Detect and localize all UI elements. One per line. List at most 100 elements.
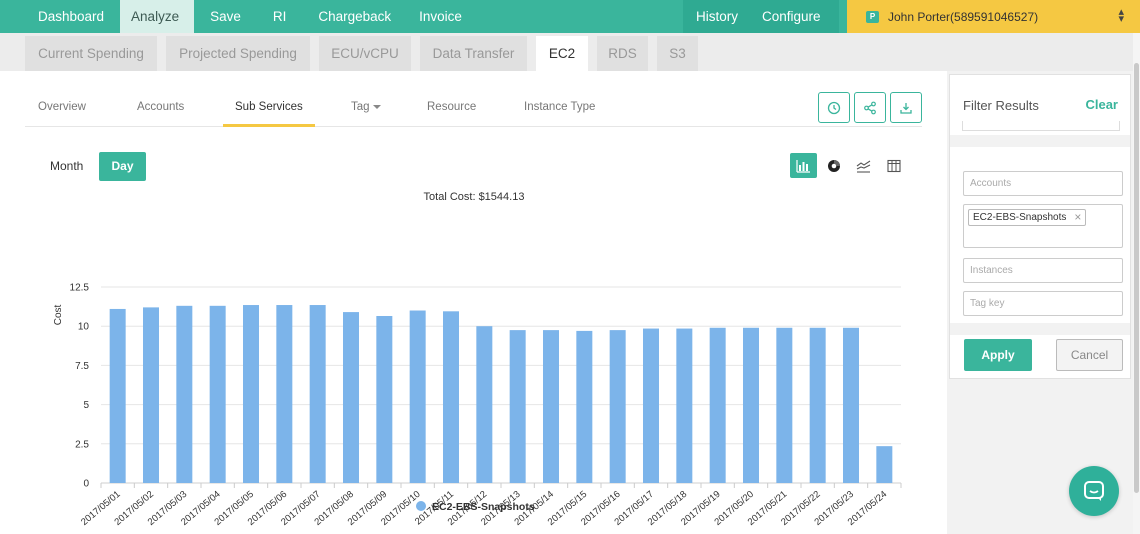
filter-panel: Filter Results Clear Accounts EC2-EBS-Sn… (947, 71, 1133, 534)
tab-ec2[interactable]: EC2 (536, 36, 588, 71)
bar-chart-button[interactable] (790, 153, 817, 178)
bar[interactable] (443, 311, 459, 483)
remove-chip-icon[interactable]: × (1074, 210, 1082, 224)
bar[interactable] (143, 307, 159, 483)
bar[interactable] (643, 328, 659, 483)
bar[interactable] (409, 310, 426, 483)
y-axis-ticks: 0 2.5 5 7.5 10 12.5 (70, 283, 90, 490)
bar[interactable] (109, 308, 126, 483)
chart-legend[interactable]: EC2-EBS-Snapshots (416, 501, 535, 513)
nav-save[interactable]: Save (210, 9, 241, 24)
chart-title: Total Cost: $1544.13 (424, 191, 525, 203)
table-icon (886, 159, 901, 172)
tag-key-input[interactable]: Tag key (963, 291, 1123, 316)
day-toggle[interactable]: Day (99, 152, 146, 181)
bar[interactable] (609, 330, 626, 483)
download-button[interactable] (890, 92, 922, 123)
line-chart-button[interactable] (850, 153, 877, 178)
bar[interactable] (476, 326, 493, 483)
chart-gridlines (101, 286, 901, 484)
y-tick-label: 10 (78, 322, 90, 333)
user-name: John Porter(589591046527) (888, 9, 1039, 24)
primary-nav: Dashboard Analyze Save RI Chargeback Inv… (0, 0, 476, 33)
history-icon (827, 101, 841, 114)
bar[interactable] (509, 330, 526, 483)
chart-bars (109, 305, 893, 483)
tab-accounts[interactable]: Accounts (137, 101, 185, 113)
bar[interactable] (843, 327, 859, 483)
bar[interactable] (743, 327, 759, 483)
bar[interactable] (176, 305, 193, 483)
nav-chargeback[interactable]: Chargeback (318, 9, 392, 24)
subservices-multiselect[interactable]: EC2-EBS-Snapshots × (963, 204, 1123, 248)
accounts-input[interactable]: Accounts (963, 171, 1123, 196)
tab-instance-type[interactable]: Instance Type (524, 101, 596, 113)
tab-tag[interactable]: Tag (351, 101, 381, 113)
scrollbar-thumb[interactable] (1134, 63, 1139, 493)
top-nav: Dashboard Analyze Save RI Chargeback Inv… (0, 0, 1140, 33)
page-scrollbar[interactable] (1133, 33, 1140, 534)
filter-card: Filter Results Clear Accounts EC2-EBS-Sn… (949, 74, 1131, 379)
caret-down-icon (372, 104, 381, 109)
y-tick-label: 12.5 (70, 283, 90, 294)
y-tick-label: 5 (83, 400, 89, 411)
nav-ri[interactable]: RI (272, 9, 287, 24)
pie-chart-button[interactable] (820, 153, 847, 178)
history-button[interactable] (818, 92, 850, 123)
bar[interactable] (576, 330, 593, 483)
filter-scroll-area (962, 121, 1120, 131)
bar[interactable] (876, 446, 893, 483)
legend-label: EC2-EBS-Snapshots (432, 501, 535, 513)
y-tick-label: 2.5 (75, 439, 89, 450)
selected-subservice-chip: EC2-EBS-Snapshots × (968, 209, 1087, 226)
nav-configure[interactable]: Configure (762, 9, 821, 24)
tab-resource[interactable]: Resource (427, 101, 477, 113)
bar[interactable] (376, 316, 393, 483)
divider (950, 135, 1130, 147)
active-tab-indicator (223, 124, 315, 127)
instances-input[interactable]: Instances (963, 258, 1123, 283)
bar[interactable] (776, 327, 793, 483)
chevron-updown-icon: ▴ ▾ (1118, 6, 1124, 25)
main-panel: Overview Accounts Sub Services Tag Resou… (0, 71, 947, 534)
cancel-button[interactable]: Cancel (1056, 339, 1123, 371)
bar[interactable] (343, 312, 359, 483)
user-account-selector[interactable]: P John Porter(589591046527) ▴ ▾ (847, 0, 1140, 33)
table-view-button[interactable] (880, 153, 907, 178)
tab-s3[interactable]: S3 (657, 36, 698, 71)
apply-button[interactable]: Apply (964, 339, 1032, 371)
bar[interactable] (543, 330, 559, 483)
bar[interactable] (809, 327, 826, 483)
cost-bar-chart: Total Cost: $1544.13 Cost 0 2.5 5 7.5 10 12.5… (53, 191, 902, 528)
nav-invoice[interactable]: Invoice (419, 9, 462, 24)
nav-analyze[interactable]: Analyze (120, 0, 195, 33)
bar[interactable] (676, 328, 693, 483)
tab-projected-spending[interactable]: Projected Spending (166, 36, 310, 71)
download-icon (900, 102, 912, 114)
month-toggle[interactable]: Month (50, 159, 84, 173)
bar[interactable] (309, 305, 326, 483)
legend-marker (416, 501, 426, 511)
bar[interactable] (243, 305, 259, 483)
tab-current-spending[interactable]: Current Spending (25, 36, 157, 71)
tab-ecu-vcpu[interactable]: ECU/vCPU (319, 36, 411, 71)
y-axis-label: Cost (53, 304, 64, 325)
divider (950, 323, 1130, 335)
bar[interactable] (276, 305, 293, 483)
bar[interactable] (709, 327, 726, 483)
share-button[interactable] (854, 92, 886, 123)
nav-history[interactable]: History (696, 9, 739, 24)
chat-support-button[interactable] (1069, 466, 1119, 516)
y-tick-label: 7.5 (75, 361, 89, 372)
bar[interactable] (209, 305, 226, 483)
tab-data-transfer[interactable]: Data Transfer (420, 36, 527, 71)
clear-filters-button[interactable]: Clear (1085, 97, 1118, 112)
tab-rds[interactable]: RDS (597, 36, 648, 71)
chip-label: EC2-EBS-Snapshots (973, 212, 1067, 223)
secondary-nav: History Configure (683, 0, 839, 33)
tab-overview[interactable]: Overview (38, 101, 86, 113)
report-tabs: Current Spending Projected Spending ECU/… (0, 33, 1133, 71)
nav-dashboard[interactable]: Dashboard (38, 9, 105, 24)
tab-sub-services[interactable]: Sub Services (235, 101, 303, 113)
